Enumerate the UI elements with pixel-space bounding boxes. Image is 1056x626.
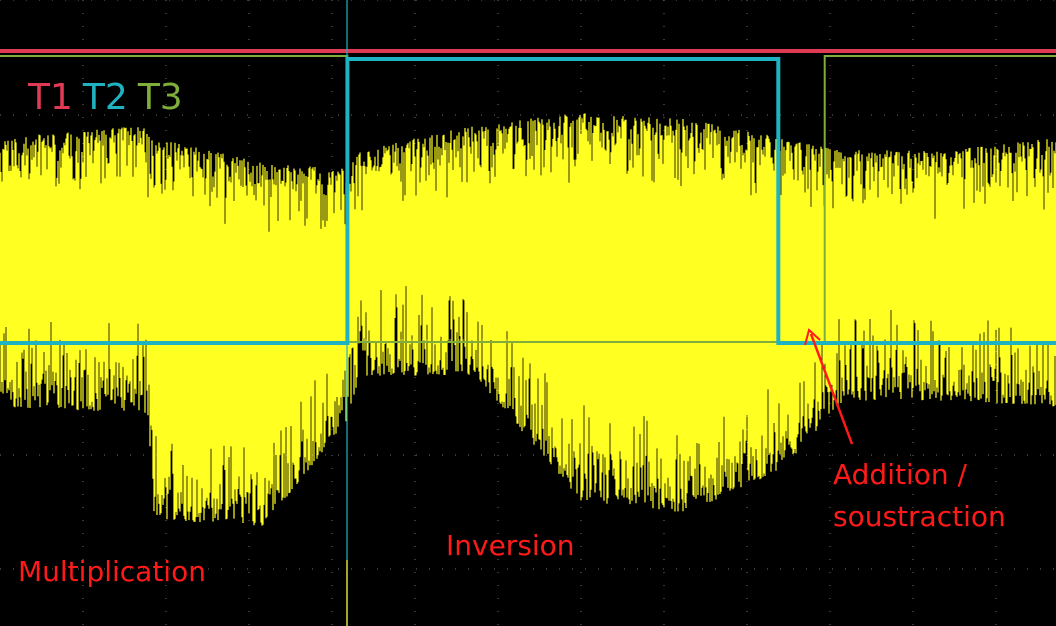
signal-trace-path: [0, 113, 1056, 526]
legend-t3: T3: [137, 77, 183, 118]
annotation-addition-soustraction: Addition / soustraction: [833, 458, 1006, 533]
legend-t1: T1: [28, 77, 73, 118]
annotation-inversion: Inversion: [446, 529, 575, 562]
trace-t3: [0, 55, 1056, 343]
annotation-multiplication: Multiplication: [18, 555, 206, 588]
legend: T1 T2 T3: [28, 76, 193, 120]
legend-t2: T2: [82, 77, 128, 118]
trace-t2: [0, 57, 1056, 345]
annotation-arrow: [804, 328, 854, 445]
yellow-signal-trace: [0, 113, 1056, 526]
